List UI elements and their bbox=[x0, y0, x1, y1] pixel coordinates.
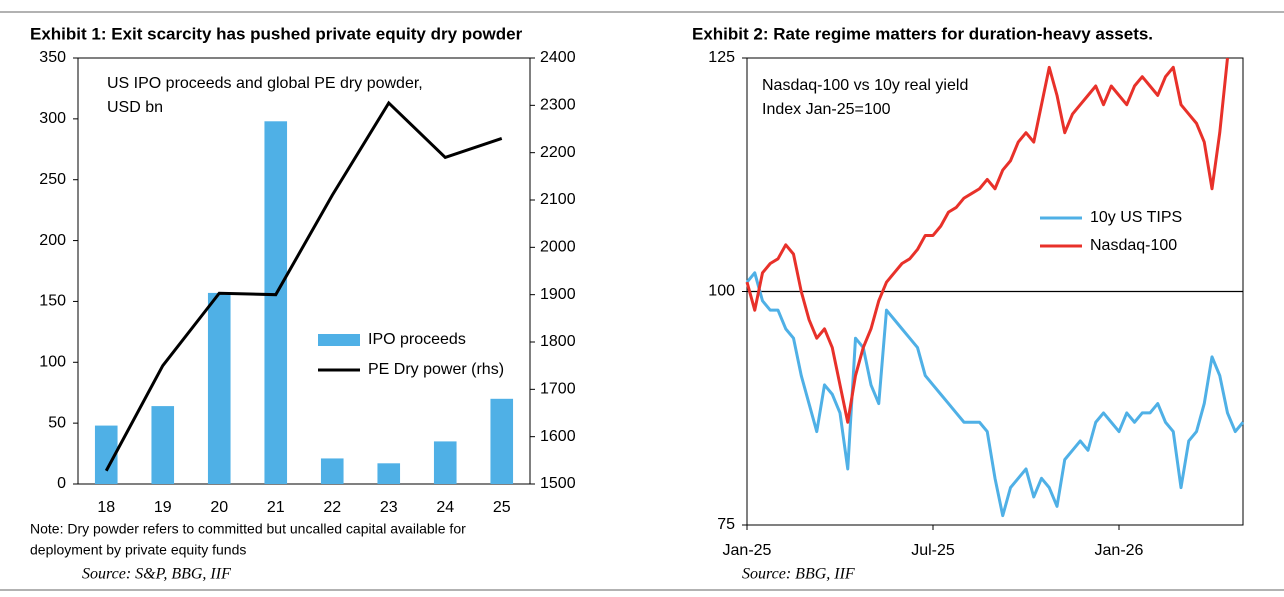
y-tick-label: 350 bbox=[39, 49, 66, 66]
bar bbox=[207, 292, 231, 484]
annotation: USD bn bbox=[107, 99, 163, 116]
y-tick-label: 150 bbox=[39, 293, 66, 310]
bar bbox=[377, 463, 401, 484]
y-tick-label: 250 bbox=[39, 171, 66, 188]
bar bbox=[151, 406, 175, 484]
y-tick-label: 125 bbox=[708, 49, 735, 66]
y-tick-label: 200 bbox=[39, 232, 66, 249]
chart-title: Exhibit 2: Rate regime matters for durat… bbox=[692, 24, 1153, 43]
y-tick-label: 100 bbox=[39, 354, 66, 371]
line bbox=[745, 271, 1245, 518]
x-tick-label: 20 bbox=[210, 499, 228, 516]
y2-tick-label: 1800 bbox=[540, 333, 576, 350]
x-tick-label: Jan-26 bbox=[1095, 542, 1144, 559]
x-tick-label: 18 bbox=[97, 499, 115, 516]
bar bbox=[433, 441, 457, 484]
y2-tick-label: 2000 bbox=[540, 239, 576, 256]
chart-title: Exhibit 1: Exit scarcity has pushed priv… bbox=[30, 24, 523, 43]
y-tick-label: 50 bbox=[48, 414, 66, 431]
y-tick-label: 0 bbox=[57, 475, 66, 492]
x-tick-label: 25 bbox=[493, 499, 511, 516]
bar bbox=[490, 398, 514, 484]
source: Source: S&P, BBG, IIF bbox=[82, 566, 231, 583]
x-tick-label: Jul-25 bbox=[911, 542, 955, 559]
y2-tick-label: 2100 bbox=[540, 191, 576, 208]
x-tick-label: Jan-25 bbox=[723, 542, 772, 559]
y2-tick-label: 1500 bbox=[540, 475, 576, 492]
legend-swatch bbox=[318, 334, 360, 346]
bar bbox=[94, 425, 118, 484]
x-tick-label: 21 bbox=[267, 499, 285, 516]
legend-label: PE Dry power (rhs) bbox=[368, 361, 504, 378]
y-tick-label: 300 bbox=[39, 110, 66, 127]
annotation: Index Jan-25=100 bbox=[762, 101, 891, 118]
x-tick-label: 19 bbox=[154, 499, 172, 516]
x-tick-label: 23 bbox=[380, 499, 398, 516]
y-tick-label: 100 bbox=[708, 283, 735, 300]
y2-tick-label: 1600 bbox=[540, 428, 576, 445]
y-tick-label: 75 bbox=[717, 516, 735, 533]
line bbox=[104, 100, 503, 472]
note: Note: Dry powder refers to committed but… bbox=[30, 521, 466, 537]
y2-tick-label: 1700 bbox=[540, 381, 576, 398]
bar bbox=[264, 121, 288, 484]
annotation: Nasdaq-100 vs 10y real yield bbox=[762, 77, 968, 94]
x-tick-label: 22 bbox=[323, 499, 341, 516]
source: Source: BBG, IIF bbox=[742, 566, 855, 583]
y2-tick-label: 2300 bbox=[540, 97, 576, 114]
legend-label: Nasdaq-100 bbox=[1090, 237, 1177, 254]
y2-tick-label: 2200 bbox=[540, 144, 576, 161]
note: deployment by private equity funds bbox=[30, 542, 246, 558]
legend-label: IPO proceeds bbox=[368, 331, 466, 348]
y2-tick-label: 2400 bbox=[540, 49, 576, 66]
plot-frame bbox=[77, 57, 531, 485]
legend-label: 10y US TIPS bbox=[1090, 209, 1182, 226]
line bbox=[745, 57, 1229, 424]
annotation: US IPO proceeds and global PE dry powder… bbox=[107, 75, 423, 92]
bar bbox=[320, 458, 344, 484]
y2-tick-label: 1900 bbox=[540, 286, 576, 303]
x-tick-label: 24 bbox=[436, 499, 454, 516]
